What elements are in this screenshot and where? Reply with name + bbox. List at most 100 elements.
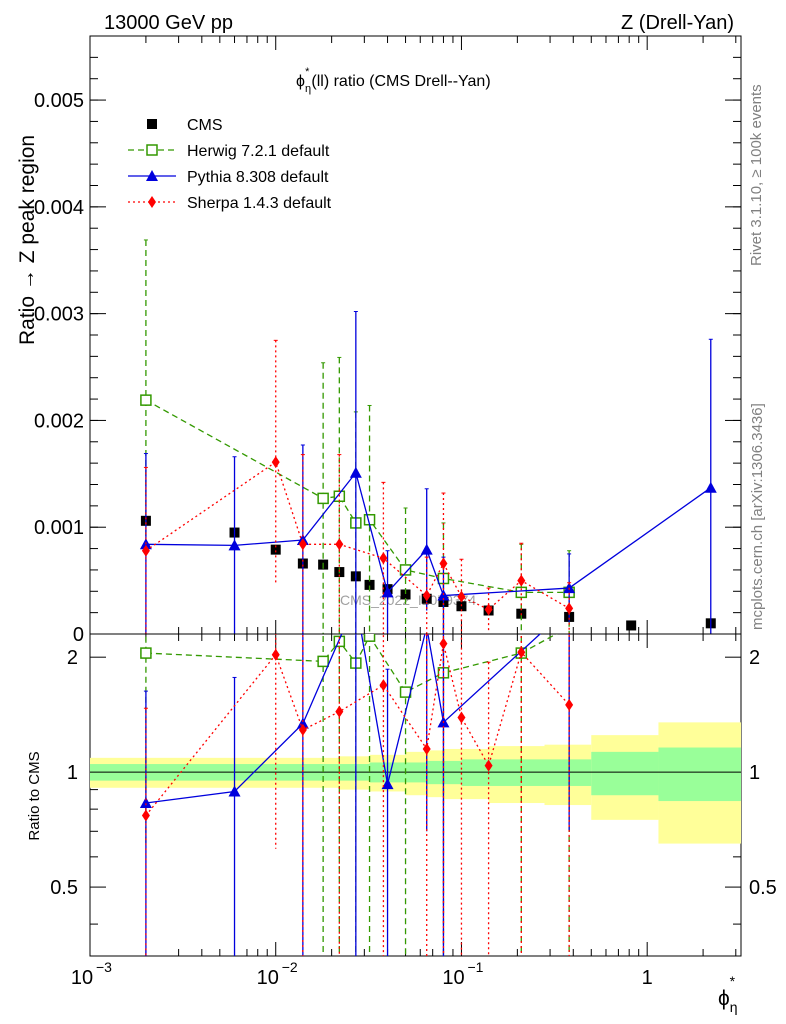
- ratio-ylabel: Ratio to CMS: [26, 751, 43, 840]
- point-sherpa: [271, 456, 280, 469]
- legend-label-sherpa: Sherpa 1.4.3 default: [187, 195, 332, 212]
- x-tick-label: 1: [642, 967, 653, 989]
- series-line-herwig: [145, 399, 570, 594]
- ratio-point-sherpa: [271, 648, 280, 661]
- legend-marker-herwig: [146, 144, 158, 156]
- legend-label-cms: CMS: [187, 117, 223, 134]
- ratio-ytick-label-right: 2: [749, 647, 760, 669]
- main-ytick-label: 0: [73, 624, 84, 646]
- main-ylabel: Ratio → Z peak region: [16, 135, 39, 345]
- point-sherpa: [422, 589, 431, 602]
- ratio-point-sherpa: [379, 679, 388, 692]
- x-tick-exponent: −3: [96, 959, 112, 975]
- rivet-label: Rivet 3.1.10, ≥ 100k events: [748, 84, 765, 266]
- ratio-point-herwig: [363, 634, 376, 642]
- main-ytick-label: 0.002: [34, 410, 84, 432]
- main-ytick-label: 0.003: [34, 304, 84, 326]
- ratio-point-sherpa: [517, 646, 526, 659]
- band-inner: [591, 751, 659, 796]
- header-right: Z (Drell-Yan): [621, 12, 734, 34]
- band-inner: [658, 747, 741, 802]
- band-inner: [461, 759, 489, 786]
- ratio-point-sherpa: [298, 723, 307, 736]
- x-tick-label: 10: [257, 967, 279, 989]
- legend-label-herwig: Herwig 7.2.1 default: [187, 143, 330, 160]
- ratio-point-sherpa: [422, 742, 431, 755]
- point-cms: [364, 579, 375, 590]
- x-axis-label-symbol: ϕ: [718, 987, 730, 1010]
- point-pythia: [437, 589, 450, 601]
- band-inner: [544, 759, 592, 786]
- point-sherpa: [298, 538, 307, 551]
- ratio-point-herwig: [317, 655, 329, 668]
- point-cms: [270, 544, 281, 555]
- ratio-point-pythia: [381, 778, 394, 790]
- ratio-point-sherpa: [439, 637, 448, 650]
- band-inner: [488, 759, 522, 786]
- point-sherpa: [379, 552, 388, 565]
- point-cms: [400, 589, 411, 600]
- band-inner: [521, 759, 545, 786]
- main-ytick-label: 0.005: [34, 90, 84, 112]
- main-ytick-label: 0.001: [34, 517, 84, 539]
- ratio-point-herwig: [140, 647, 152, 659]
- legend-marker-pythia: [146, 170, 158, 181]
- point-sherpa: [517, 574, 526, 587]
- point-pythia: [420, 543, 433, 555]
- point-pythia: [228, 539, 241, 551]
- chart-title-sub: η: [305, 83, 311, 95]
- x-axis-label-sup: *: [730, 973, 736, 989]
- point-sherpa: [484, 603, 493, 616]
- point-sherpa: [439, 557, 448, 570]
- x-tick-exponent: −2: [282, 959, 298, 975]
- point-herwig: [515, 586, 528, 599]
- ratio-point-sherpa: [141, 809, 150, 822]
- legend-marker-sherpa: [148, 196, 156, 208]
- ratio-point-pythia: [228, 785, 241, 797]
- chart-title: ϕη *(ll) ratio (CMS Drell--Yan): [296, 66, 491, 95]
- chart-title-main: (ll) ratio (CMS Drell--Yan): [311, 73, 490, 90]
- ratio-line-pythia: [145, 634, 542, 804]
- legend: CMS Herwig 7.2.1 default Pythia 8.308 defa…: [128, 117, 332, 212]
- ratio-ytick-label: 1: [67, 762, 78, 784]
- ratio-point-sherpa: [457, 711, 466, 724]
- point-sherpa: [565, 602, 574, 615]
- ratio-point-sherpa: [565, 698, 574, 711]
- point-herwig: [317, 492, 329, 505]
- point-pythia: [563, 582, 576, 594]
- point-pythia: [349, 466, 362, 478]
- point-sherpa: [335, 538, 344, 551]
- point-sherpa: [141, 544, 150, 557]
- ratio-ytick-label: 0.5: [50, 877, 78, 899]
- point-sherpa: [457, 590, 466, 603]
- point-pythia: [381, 586, 394, 598]
- main-ytick-label: 0.004: [34, 197, 84, 219]
- legend-label-pythia: Pythia 8.308 default: [187, 169, 329, 186]
- ratio-ytick-label-right: 1: [749, 762, 760, 784]
- ratio-point-sherpa: [335, 705, 344, 718]
- header-left: 13000 GeV pp: [104, 12, 233, 34]
- ratio-ytick-label: 2: [67, 647, 78, 669]
- ratio-point-pythia: [139, 797, 152, 809]
- point-herwig: [140, 394, 152, 406]
- ratio-ytick-label-right: 0.5: [749, 877, 777, 899]
- legend-marker-cms: [147, 119, 157, 129]
- x-tick-exponent: −1: [467, 959, 483, 975]
- ratio-point-pythia: [296, 717, 309, 729]
- ratio-plot-area: 0.5 0.51 12 210 −3 10 −2 10 −1 1: [50, 633, 777, 989]
- x-tick-label: 10: [442, 967, 464, 989]
- ratio-point-herwig: [333, 635, 346, 648]
- point-herwig: [399, 564, 412, 576]
- x-axis-label: ϕη *: [718, 973, 738, 1015]
- point-cms: [626, 620, 637, 631]
- main-plot-area: 0 0.001 0.002 0.003 0.004 0.005: [34, 35, 742, 646]
- ratio-point-sherpa: [484, 759, 493, 772]
- x-axis-label-sub: η: [730, 999, 738, 1015]
- chart-title-symbol: ϕ: [296, 73, 305, 90]
- ratio-data: [90, 634, 741, 956]
- series-line-sherpa: [145, 461, 570, 611]
- point-pythia: [704, 481, 717, 493]
- mcplots-label: mcplots.cern.ch [arXiv:1306.3436]: [749, 403, 766, 630]
- chart-title-sup: *: [305, 66, 310, 78]
